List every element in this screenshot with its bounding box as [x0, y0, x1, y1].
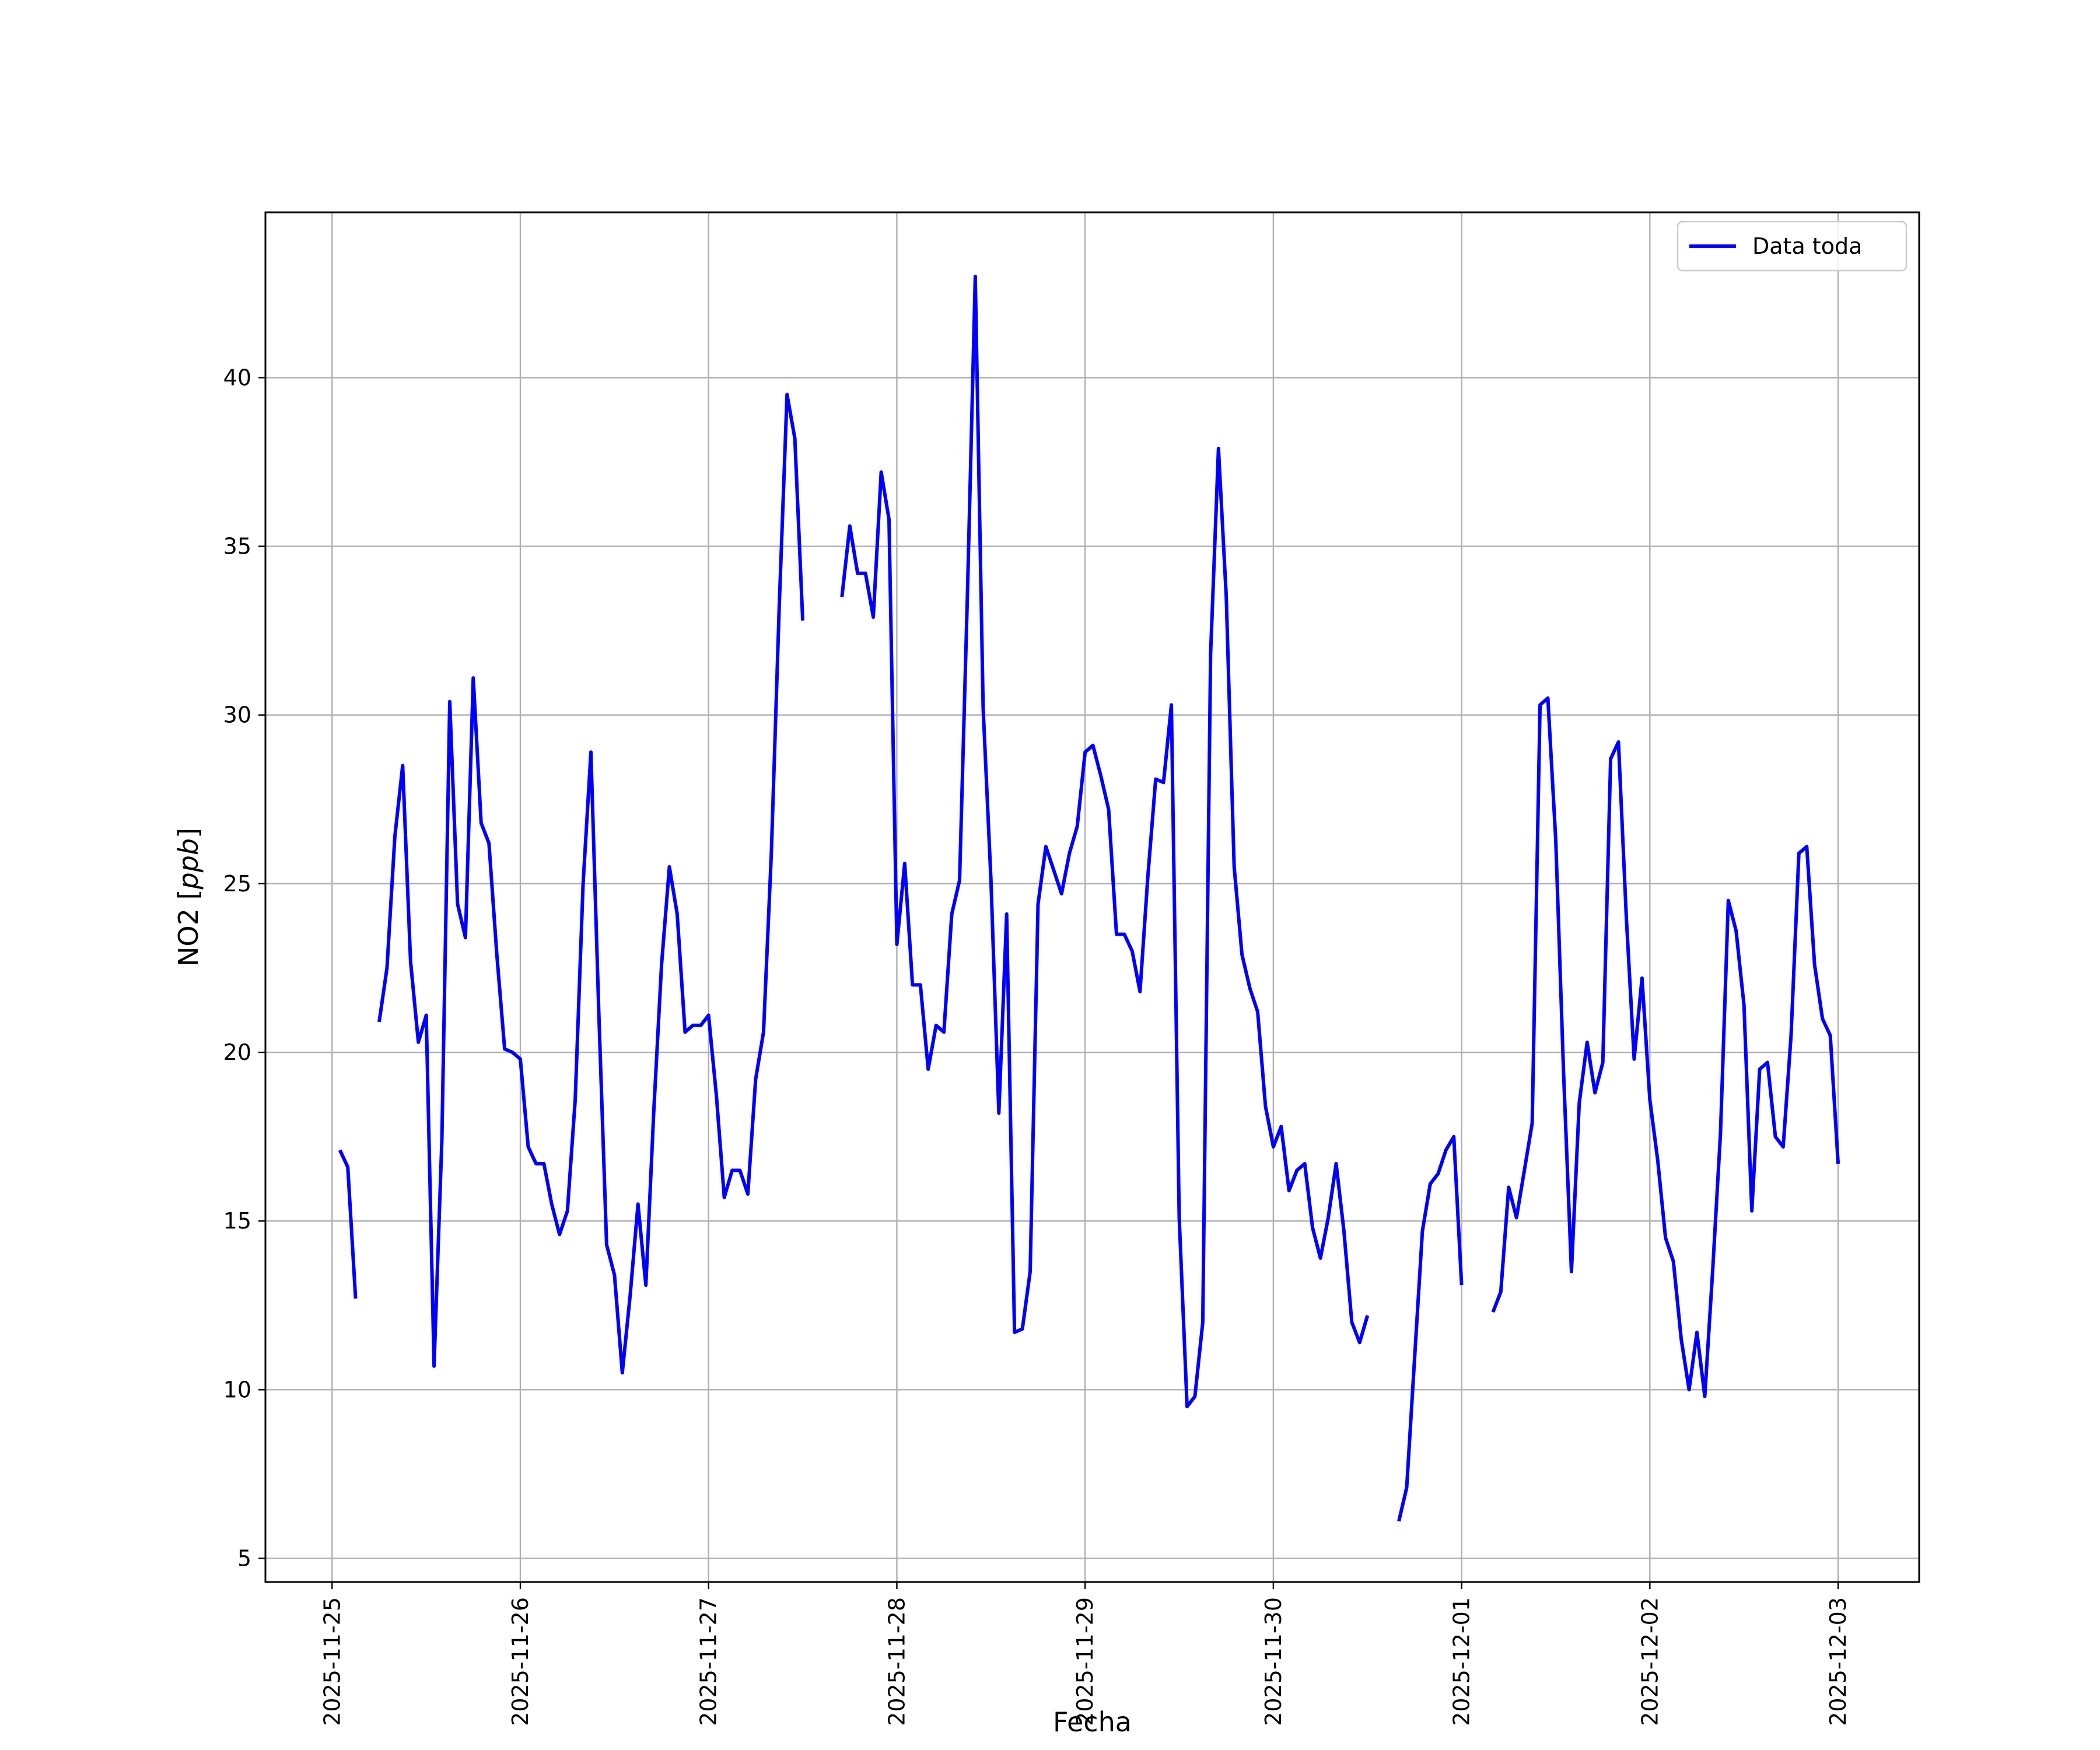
y-tick-label: 5 [237, 1546, 251, 1572]
y-axis-label-suffix: ] [173, 828, 204, 838]
legend-box [1676, 220, 1908, 272]
series-0 [338, 274, 1840, 1522]
x-axis-label: Fecha [1053, 1706, 1132, 1738]
plot-frame [264, 211, 1920, 1583]
x-axis: 2025-11-25 2025-11-26 2025-11-27 2025-11-28… [319, 1582, 1851, 1726]
y-axis-label-prefix: NO2 [ [173, 890, 204, 967]
series-layer [338, 274, 1840, 1522]
legend-label: Data toda [1752, 233, 1862, 259]
x-tick-label: 2025-11-27 [696, 1597, 722, 1726]
y-tick-label: 40 [223, 365, 251, 390]
x-tick-label: 2025-12-03 [1825, 1597, 1851, 1726]
grid [265, 212, 1919, 1582]
y-tick-label: 35 [223, 534, 251, 559]
series-line-segment [1397, 1135, 1464, 1522]
series-line-segment [840, 274, 1370, 1409]
y-axis: 5 10 15 20 25 30 35 40 [223, 365, 265, 1572]
y-tick-label: 25 [223, 871, 251, 897]
x-tick-label: 2025-12-01 [1449, 1597, 1475, 1726]
x-tick-label: 2025-12-02 [1637, 1597, 1662, 1726]
y-tick-label: 15 [223, 1208, 251, 1234]
series-line-segment [1491, 696, 1840, 1398]
x-tick-label: 2025-11-29 [1072, 1597, 1098, 1726]
x-tick-label: 2025-11-28 [884, 1597, 909, 1726]
x-tick-label: 2025-11-25 [319, 1597, 345, 1726]
series-line-segment [338, 1149, 358, 1299]
y-axis-label-unit: ppb [173, 838, 204, 890]
x-tick-label: 2025-11-26 [508, 1597, 533, 1726]
x-tick-label: 2025-11-30 [1261, 1597, 1286, 1726]
y-axis-label: NO2 [ppb] [173, 828, 204, 967]
series-line-segment [377, 393, 805, 1375]
y-tick-label: 30 [223, 702, 251, 728]
y-tick-label: 10 [223, 1377, 251, 1402]
legend: Data toda [1676, 220, 1908, 272]
y-tick-label: 20 [223, 1040, 251, 1065]
